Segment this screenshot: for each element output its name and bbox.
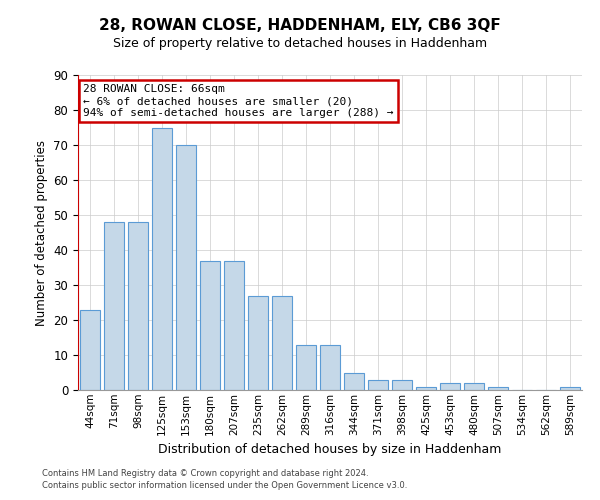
Text: Contains HM Land Registry data © Crown copyright and database right 2024.: Contains HM Land Registry data © Crown c… (42, 468, 368, 477)
Bar (104, 222, 124, 390)
Text: Contains public sector information licensed under the Open Government Licence v3: Contains public sector information licen… (42, 481, 407, 490)
Bar (80, 310, 100, 390)
Bar (248, 296, 268, 390)
Bar (464, 383, 484, 390)
Bar (296, 344, 316, 390)
Bar (368, 380, 388, 390)
Text: Size of property relative to detached houses in Haddenham: Size of property relative to detached ho… (113, 38, 487, 51)
Bar (344, 372, 364, 390)
Bar (488, 386, 508, 390)
Bar (272, 296, 292, 390)
X-axis label: Distribution of detached houses by size in Haddenham: Distribution of detached houses by size … (158, 443, 502, 456)
Text: 28 ROWAN CLOSE: 66sqm
← 6% of detached houses are smaller (20)
94% of semi-detac: 28 ROWAN CLOSE: 66sqm ← 6% of detached h… (83, 84, 394, 117)
Text: 28, ROWAN CLOSE, HADDENHAM, ELY, CB6 3QF: 28, ROWAN CLOSE, HADDENHAM, ELY, CB6 3QF (99, 18, 501, 32)
Bar (176, 145, 196, 390)
Bar (440, 383, 460, 390)
Bar (152, 128, 172, 390)
Bar (224, 260, 244, 390)
Y-axis label: Number of detached properties: Number of detached properties (35, 140, 48, 326)
Bar (392, 380, 412, 390)
Bar (560, 386, 580, 390)
Bar (200, 260, 220, 390)
Bar (320, 344, 340, 390)
Bar (416, 386, 436, 390)
Bar (128, 222, 148, 390)
